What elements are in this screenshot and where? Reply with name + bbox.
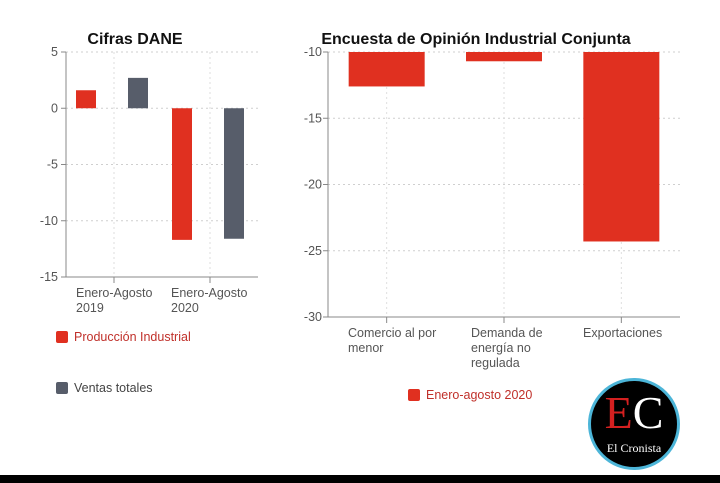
logo-monogram: EC	[604, 387, 664, 438]
chart-title: Encuesta de Opinión Industrial Conjunta	[321, 31, 630, 48]
x-category-label: Enero-Agosto	[76, 286, 152, 300]
bottom-bar	[0, 475, 720, 483]
y-tick-label: -30	[304, 310, 322, 324]
legend-item-enero-agosto-2020: Enero-agosto 2020	[408, 388, 532, 402]
y-tick-label: -10	[304, 45, 322, 59]
bar-enero-agosto-2020	[348, 52, 425, 87]
bar-enero-agosto-2020	[583, 52, 660, 242]
x-category-label: 2020	[171, 301, 199, 315]
x-category-label: 2019	[76, 301, 104, 315]
legend-swatch-red	[408, 389, 420, 401]
y-tick-label: -10	[40, 214, 58, 228]
y-tick-label: -5	[47, 158, 58, 172]
y-tick-label: 0	[51, 101, 58, 115]
bar-ventas-totales	[128, 77, 148, 109]
y-tick-label: 5	[51, 45, 58, 59]
x-category-label: Enero-Agosto	[171, 286, 247, 300]
x-category-label: Demanda de	[471, 326, 543, 340]
bar-producci-n-industrial	[76, 90, 96, 109]
bar-ventas-totales	[224, 108, 244, 239]
x-category-label: menor	[348, 341, 383, 355]
bar-producci-n-industrial	[172, 108, 192, 240]
x-category-label: regulada	[471, 356, 520, 370]
x-category-label: energía no	[471, 341, 531, 355]
legend-item-ventas-totales: Ventas totales	[56, 381, 153, 395]
chart-title: Cifras DANE	[87, 31, 182, 48]
x-category-label: Exportaciones	[583, 326, 662, 340]
legend-swatch-grey	[56, 382, 68, 394]
y-tick-label: -25	[304, 244, 322, 258]
legend-item-produccion-industrial: Producción Industrial	[56, 330, 191, 344]
y-tick-label: -15	[304, 111, 322, 125]
x-category-label: Comercio al por	[348, 326, 436, 340]
legend-label: Producción Industrial	[74, 330, 191, 344]
legend-label: Ventas totales	[74, 381, 153, 395]
y-tick-label: -15	[40, 270, 58, 284]
legend-label: Enero-agosto 2020	[426, 388, 533, 402]
y-tick-label: -20	[304, 178, 322, 192]
logo-name: El Cronista	[606, 441, 662, 455]
el-cronista-logo: EC El Cronista	[588, 378, 680, 470]
bar-enero-agosto-2020	[466, 52, 542, 62]
legend-swatch-red	[56, 331, 68, 343]
